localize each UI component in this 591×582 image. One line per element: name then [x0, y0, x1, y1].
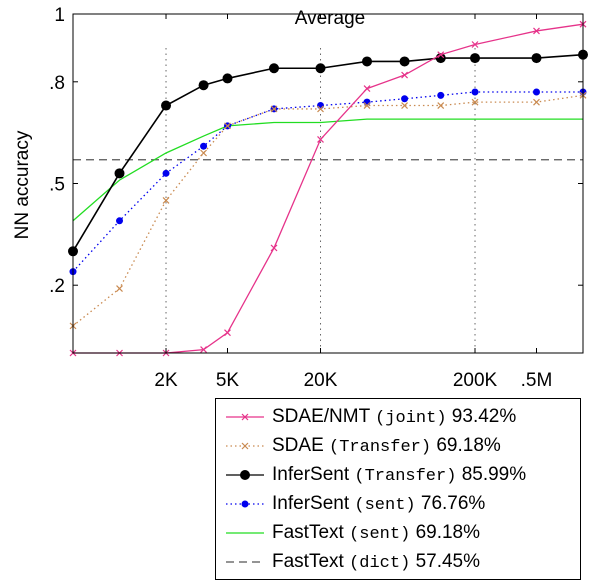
data-point: [533, 98, 540, 106]
legend-swatch: [226, 532, 264, 534]
data-point: [471, 41, 479, 48]
data-point: [531, 53, 542, 64]
data-point: [471, 98, 479, 106]
x-tick-label: 2K: [154, 370, 178, 391]
data-point: [200, 346, 207, 354]
legend-swatch: [226, 413, 264, 421]
data-point: [224, 329, 231, 337]
legend-series-score: 57.45%: [410, 551, 481, 572]
data-point: [401, 71, 408, 79]
legend-label: SDAE/NMT (joint) 93.42%: [272, 406, 516, 428]
series-line: [72, 118, 583, 222]
legend-series-score: 85.99%: [456, 464, 527, 485]
legend-label: FastText (sent) 69.18%: [272, 522, 480, 544]
legend-series-tag: (Transfer): [354, 467, 457, 486]
legend-series-tag: (Transfer): [329, 438, 432, 457]
plot-frame: [72, 13, 584, 354]
data-point: [270, 105, 278, 113]
legend-item: FastText (dict) 57.45%: [216, 548, 580, 576]
legend-item: InferSent (Transfer) 85.99%: [216, 461, 580, 489]
legend-series-name: SDAE/NMT: [272, 406, 376, 427]
legend-label: FastText (dict) 57.45%: [272, 551, 480, 573]
data-point: [363, 102, 371, 109]
data-point: [200, 142, 208, 150]
legend-swatch: [226, 442, 264, 450]
grid-layer: [165, 48, 476, 353]
data-point: [317, 102, 325, 110]
legend-series-score: 93.42%: [446, 406, 517, 427]
data-point: [200, 149, 207, 157]
data-point: [470, 53, 481, 64]
data-point: [315, 63, 326, 74]
x-tick-label: 5K: [216, 370, 240, 391]
legend-series-name: InferSent: [272, 493, 355, 514]
data-point: [471, 88, 479, 96]
series-line: [73, 23, 584, 354]
data-point: [317, 105, 324, 113]
legend-series-score: 69.18%: [431, 435, 501, 456]
legend-series-score: 76.76%: [415, 493, 486, 514]
data-point: [198, 80, 209, 91]
legend: SDAE/NMT (joint) 93.42% SDAE (Transfer) 6…: [215, 398, 581, 580]
legend-item: FastText (sent) 69.18%: [216, 519, 580, 547]
data-point: [317, 136, 324, 143]
legend-series-name: InferSent: [272, 464, 355, 485]
x-tick-label: .5M: [521, 370, 553, 391]
legend-series-name: FastText: [272, 551, 350, 572]
series-layer: [68, 20, 588, 357]
legend-series-name: FastText: [272, 522, 350, 543]
data-point: [437, 102, 445, 109]
data-point: [270, 244, 278, 252]
data-point: [437, 51, 445, 59]
chart-title: Average: [295, 8, 365, 29]
data-point: [437, 91, 445, 99]
data-point: [363, 98, 371, 106]
y-tick-label: .2: [49, 276, 65, 297]
data-point: [533, 27, 540, 35]
data-point: [224, 122, 231, 130]
data-point: [269, 63, 280, 74]
data-point: [114, 168, 125, 179]
data-point: [162, 197, 170, 204]
data-point: [399, 56, 410, 67]
legend-swatch: [226, 500, 264, 508]
data-point: [222, 73, 233, 84]
legend-series-tag: (sent): [354, 496, 416, 515]
chart: Average NN accuracy .2 .5 .8 1 2K 5K 20K 200K .5…: [12, 5, 588, 391]
legend-swatch: [226, 561, 264, 563]
tick-layer: .2 .5 .8 1 2K 5K 20K 200K .5M: [49, 5, 583, 391]
y-tick-label: 1: [54, 5, 65, 26]
data-point: [362, 56, 373, 67]
data-point: [401, 102, 408, 109]
data-point: [401, 95, 409, 103]
legend-item: InferSent (sent) 76.76%: [216, 490, 580, 518]
legend-series-tag: (sent): [349, 525, 411, 544]
legend-series-tag: (joint): [375, 409, 447, 428]
legend-series-tag: (dict): [349, 554, 411, 573]
x-tick-label: 200K: [453, 370, 498, 391]
series-line: [72, 53, 584, 252]
legend-swatch: [226, 470, 264, 480]
legend-item: SDAE/NMT (joint) 93.42%: [216, 403, 580, 431]
legend-series-name: SDAE: [272, 435, 330, 456]
legend-item: SDAE (Transfer) 69.18%: [216, 432, 580, 460]
data-point: [116, 217, 124, 225]
y-tick-label: .5: [49, 175, 65, 196]
x-tick-label: 20K: [304, 370, 338, 391]
data-point: [116, 285, 123, 293]
data-point: [161, 100, 172, 111]
legend-series-score: 69.18%: [410, 522, 481, 543]
legend-label: InferSent (Transfer) 85.99%: [272, 464, 526, 486]
y-axis-label: NN accuracy: [12, 130, 33, 239]
legend-label: SDAE (Transfer) 69.18%: [272, 435, 501, 457]
data-point: [162, 169, 170, 177]
data-point: [363, 85, 371, 93]
data-point: [532, 88, 540, 96]
y-tick-label: .8: [49, 73, 65, 94]
legend-label: InferSent (sent) 76.76%: [272, 493, 485, 515]
